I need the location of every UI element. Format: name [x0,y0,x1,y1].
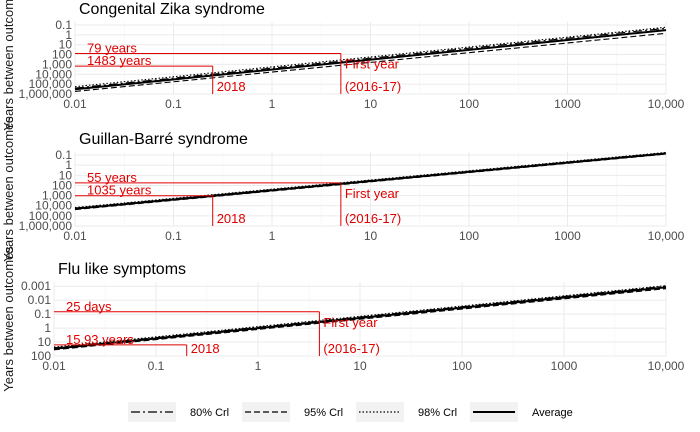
y-tick-label: 1 [44,321,51,335]
y-tick-label: 1,000 [42,57,72,71]
y-tick-label: 1,000,000 [19,219,73,233]
x-tick-label: 10,000 [648,97,685,111]
x-tick-label: 100 [459,97,479,111]
y-tick-label: 10 [59,38,73,52]
x-tick-label: 0.1 [165,97,182,111]
x-tick-label: 10,000 [648,359,685,373]
reference-label: 1483 years [87,53,152,68]
y-tick-label: 10,000 [35,199,72,213]
y-tick-label: 100,000 [29,209,73,223]
x-tick-label: 10 [353,359,367,373]
x-tick-label: 1000 [554,97,581,111]
y-tick-label: 0.01 [28,293,52,307]
x-tick-label: 0.1 [165,229,182,243]
y-tick-label: 10,000 [35,67,72,81]
x-tick-label: 100 [452,359,472,373]
y-tick-label: 100 [52,48,72,62]
y-tick-label: 0.001 [21,279,51,293]
x-tick-label: 1000 [554,229,581,243]
series-line-average [74,152,667,210]
series-line-80-cri [74,27,667,89]
panel-title: Congenital Zika syndrome [79,1,265,18]
x-tick-label: 100 [459,229,479,243]
panel-title: Flu like symptoms [58,261,186,278]
y-tick-label: 10 [38,335,52,349]
y-tick-label: 10 [59,168,73,182]
x-tick-label: 0.01 [63,97,87,111]
y-tick-label: 1,000,000 [19,87,73,101]
legend-label: 95% Crl [304,407,343,419]
series-line-98-cri [53,285,667,348]
label-2018: 2018 [217,79,246,94]
x-tick-label: 1000 [551,359,578,373]
x-tick-label: 10 [364,229,378,243]
reference-label: 79 years [87,41,137,56]
x-tick-label: 10,000 [648,229,685,243]
x-tick-label: 1 [269,97,276,111]
y-tick-label: 1,000 [42,189,72,203]
legend-label: 80% Crl [190,407,229,419]
legend: 80% Crl 95% Crl 98% Crl Average [128,402,573,422]
x-tick-label: 1 [255,359,262,373]
label-period: (2016-17) [323,341,379,356]
y-tick-label: 1 [65,28,72,42]
y-tick-label: 100 [52,178,72,192]
label-first-year: First year [345,186,400,201]
panel-congenital-zika: Congenital Zika syndrome0.11101001,00010… [1,0,685,131]
x-tick-label: 0.01 [42,359,66,373]
x-tick-label: 1 [269,229,276,243]
series-line-98-cri [74,26,667,88]
panel-title: Guillan-Barré syndrome [79,131,248,148]
label-2018: 2018 [217,211,246,226]
reference-label: 25 days [66,299,112,314]
y-tick-label: 1 [65,158,72,172]
label-period: (2016-17) [345,211,401,226]
label-2018: 2018 [191,341,220,356]
label-period: (2016-17) [345,79,401,94]
y-axis-label: Years between outcomes [1,246,16,392]
panel-guillain-barre: Guillan-Barré syndrome0.11101001,00010,0… [1,116,685,262]
label-first-year: First year [345,57,400,72]
y-tick-label: 0.1 [55,148,72,162]
y-axis-label: Years between outcomes [1,116,16,262]
y-tick-label: 0.1 [34,307,51,321]
series-line-average [53,286,667,350]
x-tick-label: 10 [364,97,378,111]
reference-label: 15.93 years [66,332,134,347]
label-first-year: First year [323,315,378,330]
legend-label: 98% Crl [418,407,457,419]
series-line-average [74,29,667,91]
y-axis-label: Years between outcomes [1,0,16,131]
legend-label: Average [532,407,573,419]
y-tick-label: 100 [31,349,51,363]
y-tick-label: 0.1 [55,18,72,32]
series-line-95-cri [53,288,667,351]
x-tick-label: 0.1 [148,359,165,373]
reference-label: 1035 years [87,183,152,198]
x-tick-label: 0.01 [63,229,87,243]
reference-label: 55 years [87,170,137,185]
y-tick-label: 100,000 [29,77,73,91]
